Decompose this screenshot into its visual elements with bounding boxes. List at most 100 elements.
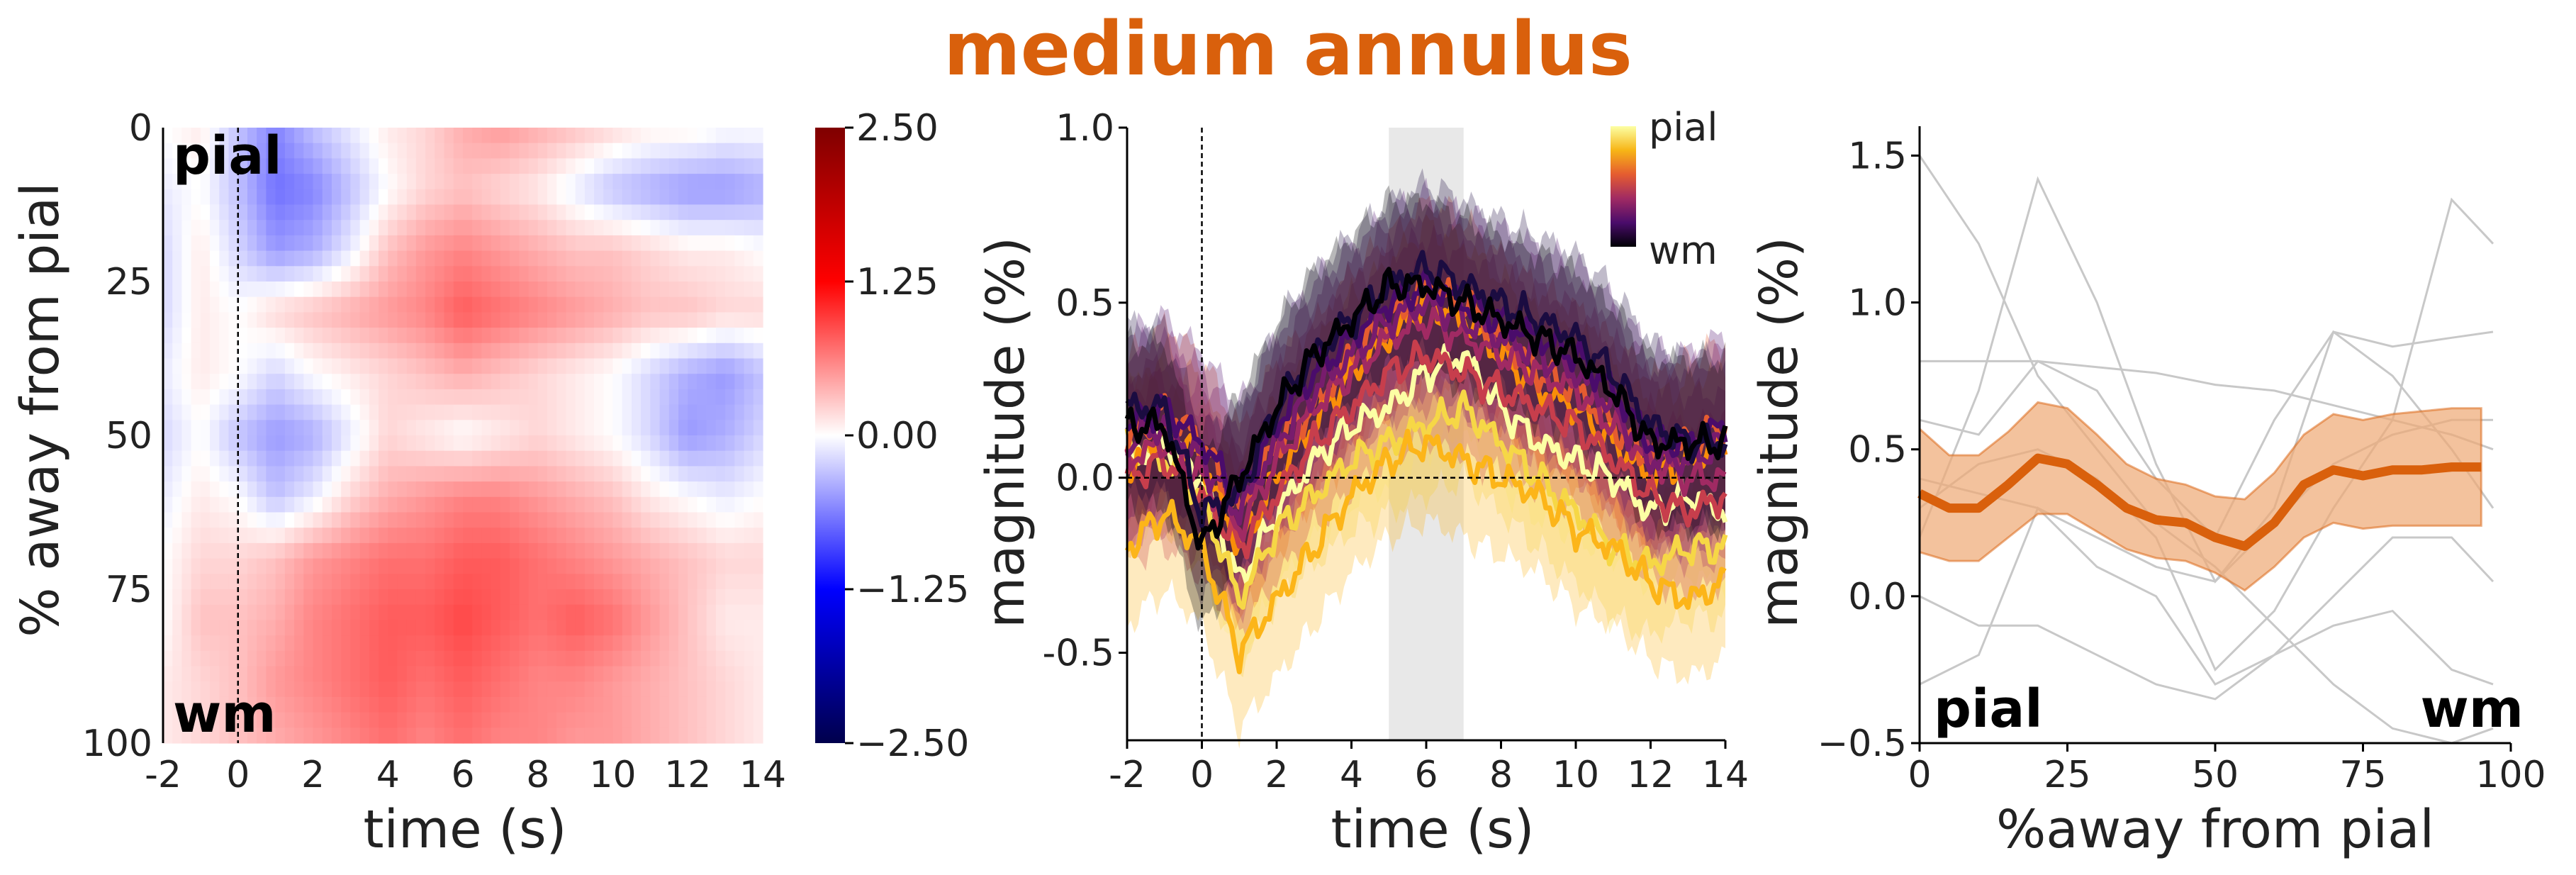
heatmap-cell [388,728,398,744]
heatmap-cell [322,496,332,513]
heatmap-cell [603,189,614,206]
heatmap-cell [725,542,735,559]
heatmap-cell [425,282,435,298]
heatmap-cell [481,589,492,606]
heatmap-cell [200,250,211,267]
heatmap-cell [622,481,632,498]
heatmap-cell [556,574,567,590]
heatmap-cell [210,512,220,528]
heatmap-cell [181,296,192,313]
heatmap-cell [510,528,520,544]
heatmap-cell [435,128,445,144]
heatmap-cell [359,589,370,606]
heatmap-cell [594,389,604,406]
heatmap-cell [631,496,642,513]
heatmap-cell [594,574,604,590]
heatmap-cell [219,589,230,606]
heatmap-cell [706,404,717,420]
heatmap-cell [303,558,314,574]
heatmap-cell [181,374,192,390]
heatmap-cell [181,420,192,436]
heatmap-cell [425,204,435,221]
heatmap-cell [659,296,670,313]
heatmap-cell [266,220,276,236]
heatmap-cell [219,542,230,559]
heatmap-cell [237,220,248,236]
heatmap-cell [444,681,454,698]
heatmap-cell [237,558,248,574]
heatmap-cell [659,204,670,221]
timecourse-ticks: -2 0 2 4 6 8 10 12 141.00.50.0-0.5 [1043,107,1749,796]
heatmap-cell [594,342,604,360]
heatmap-cell [435,620,445,636]
heatmap-cell [641,374,651,390]
heatmap-cell [275,128,286,144]
heatmap-cell [463,358,473,374]
heatmap-cell [659,481,670,498]
heatmap-cell [228,266,239,282]
heatmap-cell [472,466,483,482]
heatmap-cell [678,450,688,467]
heatmap-cell [350,358,361,374]
heatmap-cell [734,282,745,298]
heatmap-cell [528,220,539,236]
heatmap-cell [237,266,248,282]
timecourse-y-tick-label: -0.5 [1043,632,1114,675]
heatmap-cell [350,204,361,221]
heatmap-cell [425,389,435,406]
heatmap-cell [622,374,632,390]
heatmap-cell [725,250,735,267]
heatmap-cell [266,466,276,482]
heatmap-cell [603,374,614,390]
heatmap-cell [388,604,398,620]
heatmap-cell [594,312,604,328]
heatmap-cell [350,542,361,559]
heatmap-cell [275,358,286,374]
heatmap-cell [191,174,201,190]
heatmap-cell [275,404,286,420]
heatmap-cell [294,712,304,728]
heatmap-cell [575,420,586,436]
heatmap-cell [697,512,707,528]
heatmap-cell [575,696,586,713]
heatmap-cell [257,512,267,528]
heatmap-cell [191,435,201,452]
heatmap-cell [547,574,557,590]
heatmap-cell [425,712,435,728]
heatmap-cell [463,635,473,652]
heatmap-cell [650,128,661,144]
heatmap-cell [556,342,567,360]
heatmap-cell [612,574,623,590]
heatmap-cell [275,620,286,636]
heatmap-cell [257,466,267,482]
heatmap-cell [753,328,763,344]
heatmap-cell [453,204,464,221]
heatmap-cell [528,282,539,298]
heatmap-cell [594,528,604,544]
heatmap-cell [313,574,323,590]
heatmap-cell [444,604,454,620]
heatmap-cell [510,558,520,574]
heatmap-cell [284,712,295,728]
heatmap-cell [322,342,332,360]
heatmap-cell [388,574,398,590]
heatmap-cell [200,712,211,728]
heatmap-cell [453,342,464,360]
heatmap-cell [163,481,173,498]
heatmap-cell [294,696,304,713]
heatmap-cell [556,389,567,406]
heatmap-cell [257,712,267,728]
heatmap-cell [406,574,417,590]
heatmap-cell [435,389,445,406]
heatmap-cell [406,250,417,267]
heatmap-cell [435,712,445,728]
subject-line [1919,595,2494,701]
heatmap-cell [369,650,379,667]
heatmap-cell [556,712,567,728]
heatmap-cell [435,312,445,328]
heatmap-cell [575,635,586,652]
heatmap-cell [219,435,230,452]
heatmap-cell [641,666,651,682]
heatmap-cell [163,143,173,159]
heatmap-cell [228,220,239,236]
